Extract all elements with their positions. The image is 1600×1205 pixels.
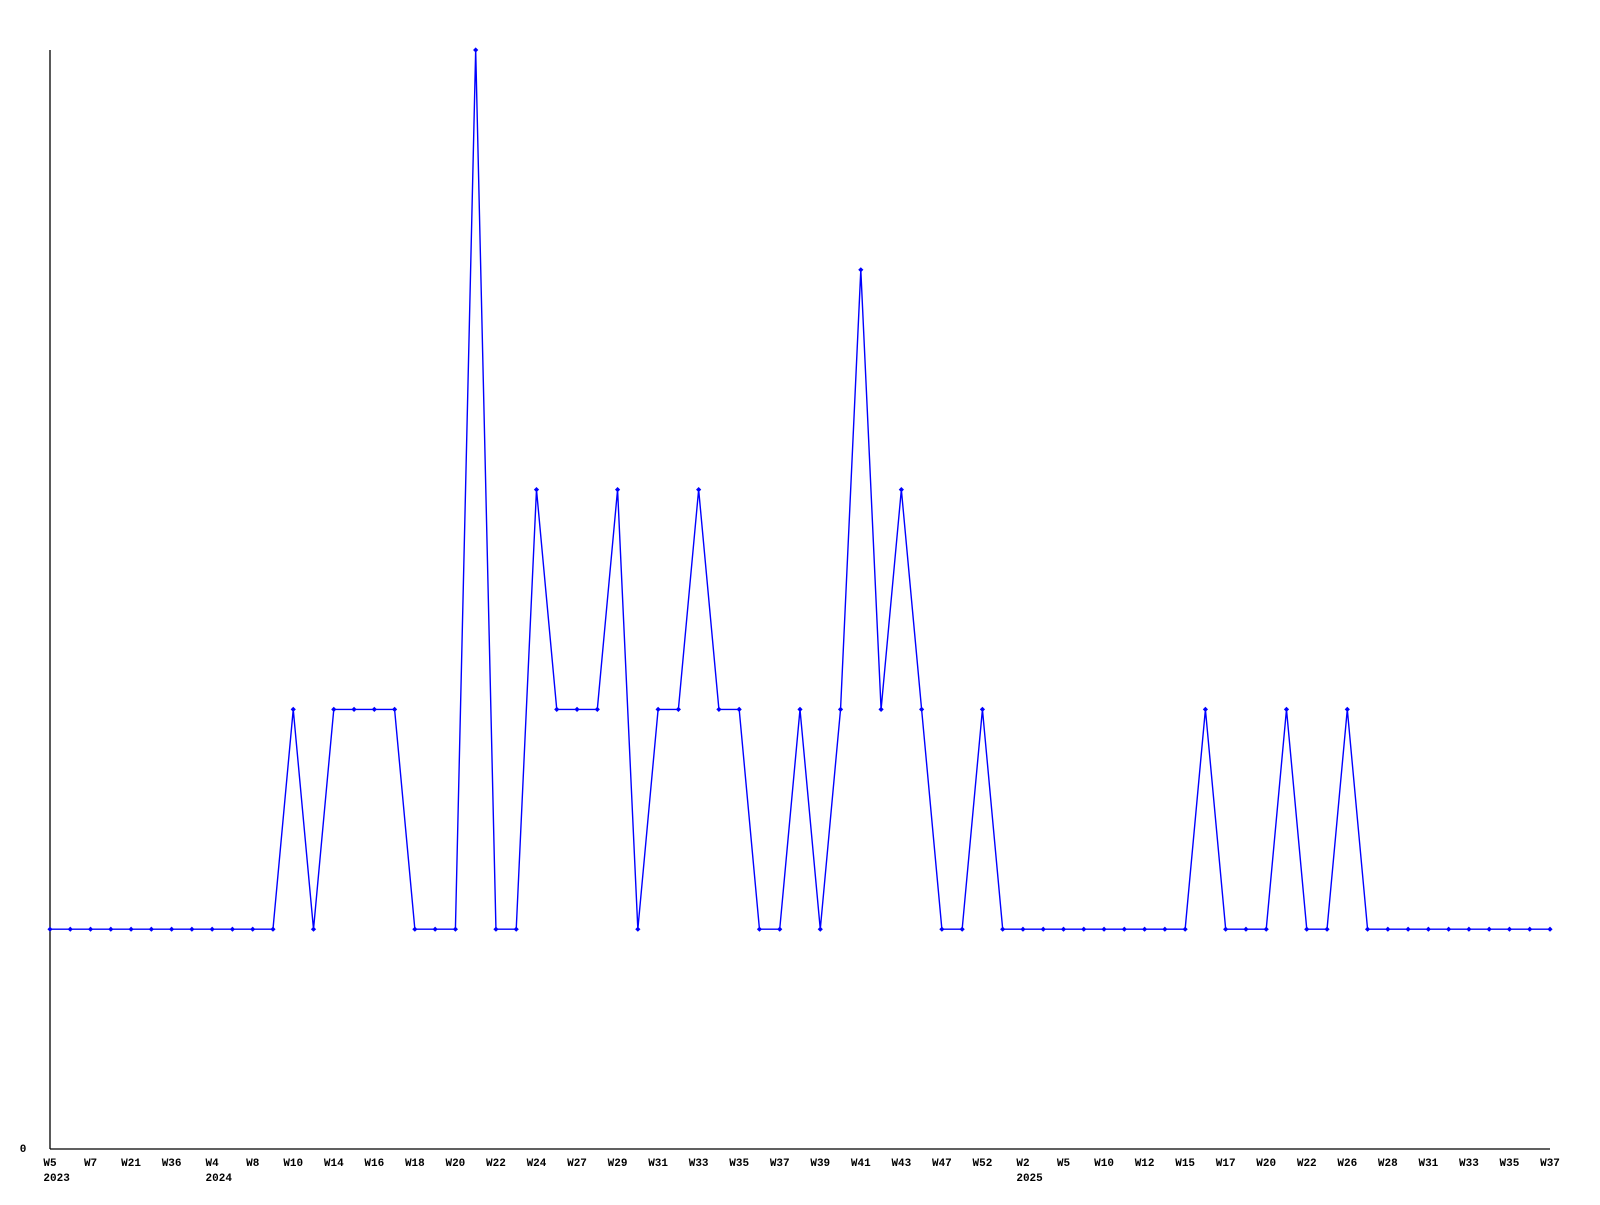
svg-text:W5: W5 (43, 1158, 57, 1170)
svg-text:2025: 2025 (1016, 1173, 1043, 1185)
svg-text:W14: W14 (324, 1158, 344, 1170)
svg-text:W31: W31 (648, 1158, 668, 1170)
svg-text:W5: W5 (1057, 1158, 1071, 1170)
svg-text:W16: W16 (364, 1158, 384, 1170)
svg-text:W33: W33 (1459, 1158, 1479, 1170)
svg-text:W18: W18 (405, 1158, 425, 1170)
svg-text:W35: W35 (1500, 1158, 1520, 1170)
svg-text:W37: W37 (770, 1158, 790, 1170)
svg-text:W20: W20 (445, 1158, 465, 1170)
svg-text:W10: W10 (1094, 1158, 1114, 1170)
svg-text:W4: W4 (206, 1158, 220, 1170)
svg-text:W47: W47 (932, 1158, 952, 1170)
svg-text:W52: W52 (973, 1158, 993, 1170)
svg-text:W10: W10 (283, 1158, 303, 1170)
svg-text:W21: W21 (121, 1158, 141, 1170)
svg-text:2024: 2024 (206, 1173, 233, 1185)
svg-text:W22: W22 (486, 1158, 506, 1170)
svg-text:W36: W36 (162, 1158, 182, 1170)
svg-text:W31: W31 (1418, 1158, 1438, 1170)
svg-text:2023: 2023 (43, 1173, 70, 1185)
svg-text:W24: W24 (527, 1158, 547, 1170)
svg-text:W7: W7 (84, 1158, 97, 1170)
svg-text:W37: W37 (1540, 1158, 1560, 1170)
svg-text:W33: W33 (689, 1158, 709, 1170)
svg-text:W12: W12 (1135, 1158, 1155, 1170)
svg-text:W20: W20 (1256, 1158, 1276, 1170)
svg-text:W26: W26 (1337, 1158, 1357, 1170)
svg-text:W41: W41 (851, 1158, 871, 1170)
svg-text:W17: W17 (1216, 1158, 1236, 1170)
svg-text:W39: W39 (810, 1158, 830, 1170)
svg-text:W35: W35 (729, 1158, 749, 1170)
svg-text:W22: W22 (1297, 1158, 1317, 1170)
svg-text:W15: W15 (1175, 1158, 1195, 1170)
svg-text:W43: W43 (891, 1158, 911, 1170)
svg-text:W29: W29 (608, 1158, 628, 1170)
svg-text:W8: W8 (246, 1158, 260, 1170)
svg-text:W2: W2 (1016, 1158, 1029, 1170)
svg-text:W28: W28 (1378, 1158, 1398, 1170)
svg-text:0: 0 (20, 1144, 27, 1156)
svg-text:W27: W27 (567, 1158, 587, 1170)
